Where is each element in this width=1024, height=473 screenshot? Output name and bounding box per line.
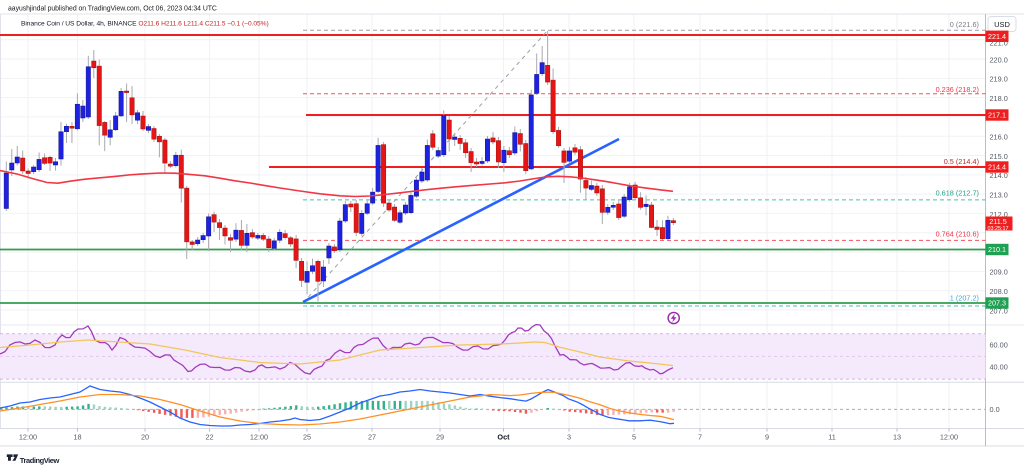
svg-text:5: 5 [632,433,636,442]
svg-text:25: 25 [303,433,311,442]
svg-text:214.4: 214.4 [988,163,1006,172]
svg-text:TradingView: TradingView [20,456,60,465]
svg-text:0 (221.6): 0 (221.6) [950,20,979,29]
svg-text:Binance Coin / US Dollar, 4h,: Binance Coin / US Dollar, 4h, BINANCE O2… [21,20,269,27]
svg-text:210.1: 210.1 [988,245,1006,254]
svg-text:0.764 (210.6): 0.764 (210.6) [936,230,979,239]
svg-text:219.0: 219.0 [990,75,1008,84]
svg-text:217.1: 217.1 [988,111,1006,120]
svg-text:7: 7 [698,433,702,442]
svg-text:218.0: 218.0 [990,94,1008,103]
svg-text:12:00: 12:00 [19,433,37,442]
svg-text:207.3: 207.3 [988,299,1006,308]
svg-text:0.236 (218.2): 0.236 (218.2) [936,85,979,94]
svg-text:220.0: 220.0 [990,55,1008,64]
svg-text:11: 11 [828,433,836,442]
svg-text:209.0: 209.0 [990,268,1008,277]
svg-text:aayushjindal published on Trad: aayushjindal published on TradingView.co… [8,6,217,13]
svg-text:3: 3 [567,433,571,442]
svg-text:22: 22 [205,433,213,442]
svg-text:18: 18 [73,433,81,442]
svg-text:20: 20 [141,433,149,442]
svg-text:211.5: 211.5 [989,217,1006,226]
svg-text:1 (207.2): 1 (207.2) [950,294,979,303]
svg-text:215.0: 215.0 [990,152,1008,161]
svg-text:USD: USD [994,20,1010,29]
svg-text:60.00: 60.00 [990,340,1008,349]
svg-text:221.4: 221.4 [988,32,1006,41]
svg-text:29: 29 [436,433,444,442]
svg-text:207.0: 207.0 [990,306,1008,315]
svg-text:0.0: 0.0 [990,405,1000,414]
svg-text:216.0: 216.0 [990,133,1008,142]
svg-text:214.0: 214.0 [990,171,1008,180]
svg-text:0.618 (212.7): 0.618 (212.7) [936,189,979,198]
svg-text:03:25:17: 03:25:17 [988,226,1009,232]
svg-text:221.0: 221.0 [990,38,1008,47]
svg-text:40.00: 40.00 [990,362,1008,371]
svg-text:12:00: 12:00 [940,433,958,442]
svg-text:0.5 (214.4): 0.5 (214.4) [944,157,979,166]
svg-text:12:00: 12:00 [250,433,268,442]
svg-text:208.0: 208.0 [990,287,1008,296]
svg-text:27: 27 [368,433,376,442]
svg-text:9: 9 [765,433,769,442]
svg-text:Oct: Oct [497,433,510,442]
svg-text:13: 13 [893,433,901,442]
svg-text:213.0: 213.0 [990,191,1008,200]
svg-text:212.0: 212.0 [990,210,1008,219]
